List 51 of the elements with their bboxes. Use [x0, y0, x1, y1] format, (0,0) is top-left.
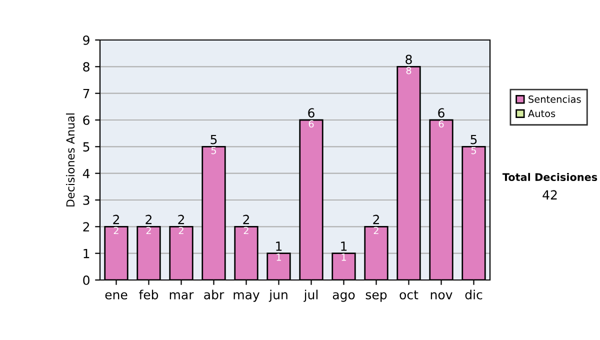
data-label: 5 [471, 146, 476, 154]
x-tick-label: abr [204, 290, 224, 300]
y-tick-label: 3 [83, 195, 90, 205]
data-label: 1 [342, 254, 346, 261]
total-label: 2 [146, 214, 152, 224]
x-tick-label: sep [366, 292, 387, 302]
x-tick-label: jun [268, 290, 288, 302]
text: 42 [542, 190, 557, 200]
total-label: 2 [373, 214, 379, 224]
total-label: 5 [210, 134, 217, 144]
y-tick-label: 7 [83, 88, 90, 98]
y-tick-label: 0 [83, 275, 90, 285]
x-tick-label: may [234, 292, 260, 302]
total-label: 2 [178, 214, 184, 224]
x-tick-label: jul [304, 290, 318, 302]
data-label: 6 [308, 120, 314, 128]
legend-label: Autos [528, 110, 556, 118]
text: Total Decisiones [502, 172, 598, 182]
x-tick-label: mar [170, 292, 194, 300]
y-tick-label: 4 [82, 168, 90, 178]
y-tick-label: 6 [83, 115, 90, 125]
x-tick-label: oct [400, 290, 418, 300]
data-label: 2 [146, 226, 151, 234]
y-tick-label: 9 [83, 35, 90, 45]
data-label: 1 [276, 254, 281, 261]
y-tick-label: 1 [84, 248, 90, 258]
data-label: 5 [211, 146, 216, 154]
x-tick-label: dic [465, 290, 482, 300]
data-label: 2 [178, 226, 184, 234]
total-label: 1 [276, 242, 282, 251]
y-tick-label: 2 [83, 222, 90, 232]
data-label: 2 [244, 226, 248, 234]
total-label: 2 [243, 214, 249, 224]
y-tick-label: 5 [83, 142, 90, 152]
x-tick-label: nov [430, 292, 452, 300]
data-label: 6 [438, 120, 444, 128]
y-tick-label: 8 [83, 62, 90, 72]
total-label: 8 [406, 54, 412, 64]
data-label: 2 [374, 226, 378, 234]
total-label: 6 [308, 108, 314, 118]
total-label: 1 [341, 242, 347, 251]
x-tick-label: ago [332, 292, 355, 302]
legend-label: Sentencias [528, 95, 581, 103]
y-axis-title: Decisiones Anual [66, 114, 75, 206]
x-tick-label: feb [139, 290, 158, 300]
x-tick-label: ene [105, 292, 128, 300]
total-label: 6 [438, 108, 444, 118]
data-label: 2 [114, 226, 118, 234]
data-label: 8 [406, 66, 412, 74]
total-label: 5 [470, 134, 477, 144]
total-label: 2 [113, 214, 119, 224]
